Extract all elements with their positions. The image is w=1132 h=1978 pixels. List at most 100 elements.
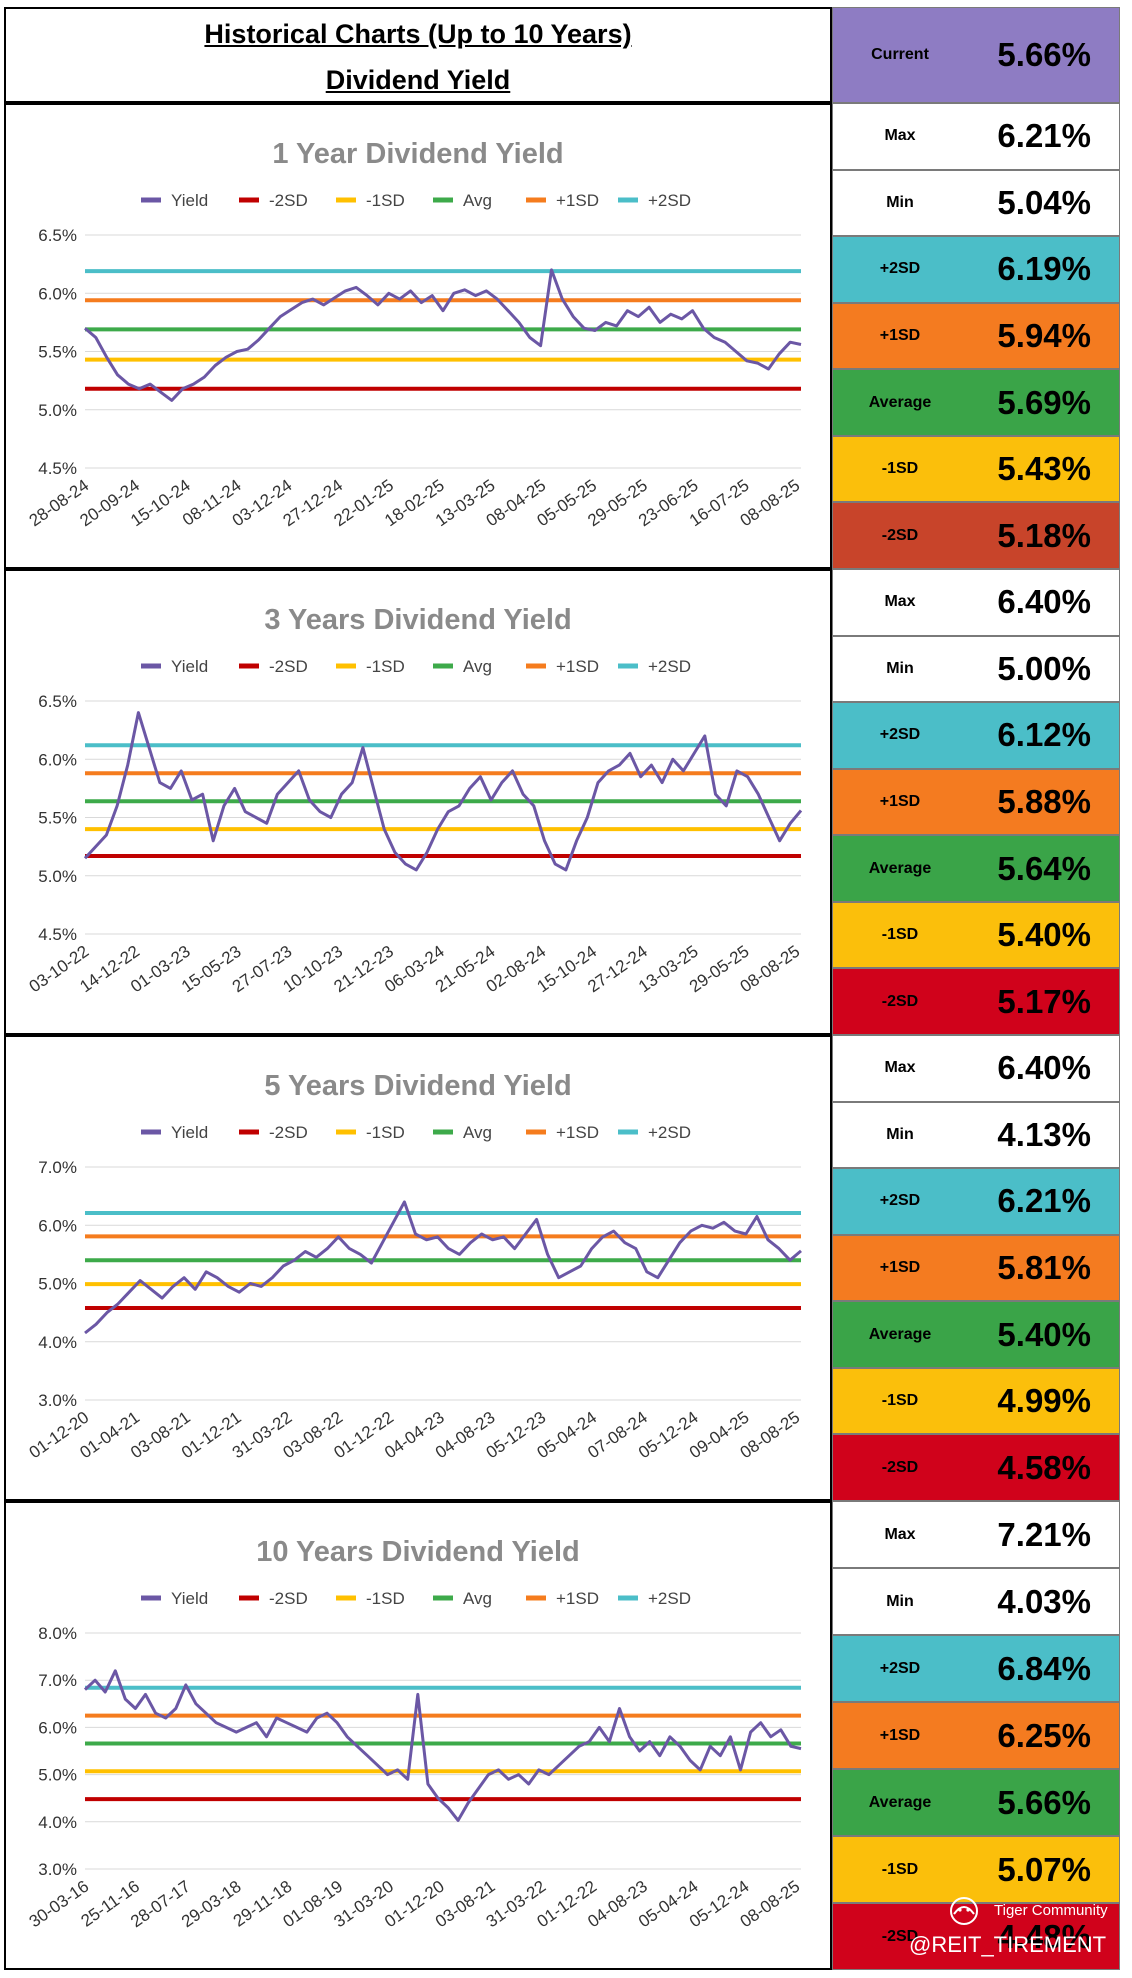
stat-label: +2SD [879,1192,921,1210]
stat-cell-m2sd: -2SD 5.18% [832,502,1120,569]
legend-item-m1sd: -1SD [336,191,405,210]
stat-label: Max [884,1525,916,1543]
stat-cell-max: Max 6.40% [832,1035,1120,1102]
stat-label: +1SD [879,792,921,810]
y-tick-label: 4.0% [38,1813,77,1832]
stat-value: 4.99% [997,1382,1091,1420]
stat-label: +2SD [879,1659,921,1677]
y-tick-label: 6.0% [38,1216,77,1235]
legend-label: +2SD [648,191,691,210]
stat-value: 5.18% [997,516,1091,554]
current-yield-cell: Current 5.66% [832,7,1120,103]
stat-value: 6.84% [997,1649,1091,1687]
stat-cell-m1sd: -1SD 5.43% [832,435,1120,503]
stat-value: 4.58% [997,1448,1091,1486]
stat-value: 4.48% [997,1917,1091,1955]
legend-label: -1SD [366,1123,405,1142]
legend-item-p1sd: +1SD [526,191,599,210]
legend-item-m1sd: -1SD [336,657,405,676]
legend-label: Avg [463,1123,492,1142]
stat-label: +2SD [879,726,921,744]
y-tick-label: 4.0% [38,1333,77,1352]
stat-value: 5.66% [997,1783,1091,1821]
stat-cell-min: Min 4.13% [832,1101,1120,1169]
stat-label: Average [868,393,932,411]
legend-item-p1sd: +1SD [526,1589,599,1608]
stat-value: 6.21% [997,1182,1091,1220]
legend-label: +1SD [556,1123,599,1142]
y-tick-label: 5.5% [38,809,77,828]
legend-label: +2SD [648,657,691,676]
stat-cell-avg: Average 5.66% [832,1769,1120,1836]
stat-value: 5.07% [997,1850,1091,1888]
legend-item-yield: Yield [141,1589,208,1608]
chart-title: 1 Year Dividend Yield [272,138,563,170]
legend-item-yield: Yield [141,657,208,676]
legend-item-yield: Yield [141,1123,208,1142]
stat-cell-p2sd: +2SD 6.84% [832,1635,1120,1702]
y-tick-label: 5.5% [38,343,77,362]
chart-title: 10 Years Dividend Yield [256,1536,579,1568]
legend-item-avg: Avg [433,657,492,676]
legend-item-m2sd: -2SD [239,1589,308,1608]
chart-panel: 1 Year Dividend Yield Yield -2SD -1SD Avg +1S… [4,103,832,569]
legend-label: Yield [171,191,208,210]
legend-item-p2sd: +2SD [618,1589,691,1608]
legend-item-yield: Yield [141,191,208,210]
stat-value: 7.21% [997,1515,1091,1553]
current-value: 5.66% [997,36,1091,73]
stat-value: 4.03% [997,1582,1091,1620]
chart-svg: 3 Years Dividend Yield Yield -2SD -1SD Avg +1… [26,604,804,996]
yield-series-line [83,711,803,872]
stat-value: 5.43% [997,450,1091,488]
y-tick-label: 7.0% [38,1158,77,1177]
stat-label: -2SD [881,1927,919,1945]
stat-value: 5.69% [997,383,1091,421]
legend-label: +1SD [556,657,599,676]
stat-value: 5.40% [997,1315,1091,1353]
stat-label: Min [886,659,914,677]
legend-item-avg: Avg [433,1123,492,1142]
stat-cell-m1sd: -1SD 5.07% [832,1836,1120,1903]
stat-cell-avg: Average 5.69% [832,369,1120,436]
chart-panel: 3 Years Dividend Yield Yield -2SD -1SD Avg +1… [4,569,832,1035]
yield-series-line [84,268,802,402]
stat-value: 5.40% [997,916,1091,954]
y-tick-label: 6.0% [38,750,77,769]
stat-cell-p2sd: +2SD 6.12% [832,702,1120,769]
legend-label: Avg [463,191,492,210]
y-tick-label: 3.0% [38,1860,77,1879]
chart-panel: 5 Years Dividend Yield Yield -2SD -1SD Avg +1… [4,1035,832,1501]
stat-value: 5.64% [997,849,1091,887]
stat-label: Min [886,1125,914,1143]
y-tick-label: 5.0% [38,1766,77,1785]
legend-item-p2sd: +2SD [618,657,691,676]
stat-label: +1SD [879,1726,921,1744]
legend-label: +1SD [556,1589,599,1608]
y-tick-label: 6.5% [38,226,77,245]
legend-label: +1SD [556,191,599,210]
y-tick-label: 4.5% [38,925,77,944]
legend-item-m1sd: -1SD [336,1589,405,1608]
yield-series-line [84,1200,802,1335]
legend-label: Yield [171,1123,208,1142]
chart-svg: 5 Years Dividend Yield Yield -2SD -1SD Avg +1… [26,1070,804,1462]
stat-label: -1SD [881,1860,919,1878]
stat-label: Min [886,193,914,211]
stat-label: -1SD [881,1392,919,1410]
watermark-handle: @REIT_TIREMENT [909,1932,1107,1957]
chart-svg: 10 Years Dividend Yield Yield -2SD -1SD Avg +… [26,1536,804,1931]
y-tick-label: 5.0% [38,1275,77,1294]
legend-label: Avg [463,657,492,676]
stat-cell-m1sd: -1SD 4.99% [832,1367,1120,1435]
watermark-brand: Tiger Community [994,1902,1108,1919]
stat-value: 6.25% [997,1716,1091,1754]
stat-value: 6.40% [997,1049,1091,1087]
stat-value: 6.21% [997,117,1091,155]
stat-label: Max [884,593,916,611]
stat-cell-m2sd: -2SD 5.17% [832,968,1120,1035]
stat-cell-m1sd: -1SD 5.40% [832,901,1120,969]
yield-series-line [83,1669,802,1822]
stat-cell-avg: Average 5.40% [832,1301,1120,1368]
